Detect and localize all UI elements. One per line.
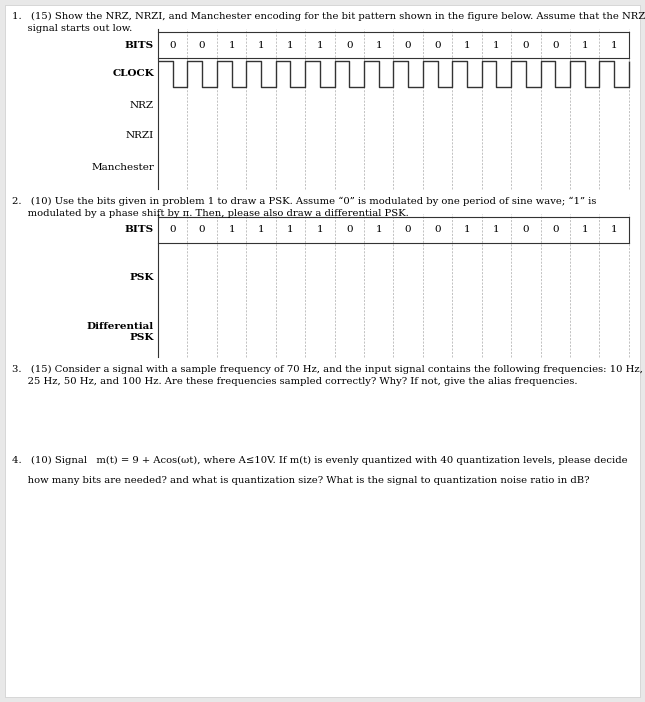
Text: Manchester: Manchester — [91, 162, 154, 171]
Text: 1: 1 — [464, 41, 470, 50]
Text: 1: 1 — [287, 225, 293, 234]
Text: 1: 1 — [228, 225, 235, 234]
Text: 3.   (15) Consider a signal with a sample frequency of 70 Hz, and the input sign: 3. (15) Consider a signal with a sample … — [12, 365, 643, 374]
Text: 1: 1 — [611, 41, 617, 50]
Text: signal starts out low.: signal starts out low. — [12, 24, 132, 33]
Text: 0: 0 — [434, 225, 441, 234]
Text: 0: 0 — [522, 41, 529, 50]
Text: 1: 1 — [317, 41, 323, 50]
Text: 2.   (10) Use the bits given in problem 1 to draw a PSK. Assume “0” is modulated: 2. (10) Use the bits given in problem 1 … — [12, 197, 597, 206]
Text: 0: 0 — [199, 225, 206, 234]
Text: 1: 1 — [493, 225, 500, 234]
Text: NRZI: NRZI — [126, 131, 154, 140]
Text: BITS: BITS — [125, 41, 154, 50]
Text: 1: 1 — [464, 225, 470, 234]
Text: 0: 0 — [522, 225, 529, 234]
Text: 1: 1 — [375, 225, 382, 234]
Text: 1: 1 — [581, 41, 588, 50]
Text: 0: 0 — [552, 41, 559, 50]
Text: modulated by a phase shift by π. Then, please also draw a differential PSK.: modulated by a phase shift by π. Then, p… — [12, 209, 409, 218]
Text: 0: 0 — [346, 225, 353, 234]
Text: 0: 0 — [170, 225, 176, 234]
Text: 1: 1 — [258, 225, 264, 234]
Text: 0: 0 — [170, 41, 176, 50]
Text: 1.   (15) Show the NRZ, NRZI, and Manchester encoding for the bit pattern shown : 1. (15) Show the NRZ, NRZI, and Manchest… — [12, 12, 645, 21]
Text: 0: 0 — [405, 41, 412, 50]
Text: 1: 1 — [375, 41, 382, 50]
Text: 1: 1 — [581, 225, 588, 234]
Text: 1: 1 — [493, 41, 500, 50]
Text: 0: 0 — [552, 225, 559, 234]
Text: BITS: BITS — [125, 225, 154, 234]
Text: 0: 0 — [199, 41, 206, 50]
FancyBboxPatch shape — [5, 5, 640, 697]
Text: how many bits are needed? and what is quantization size? What is the signal to q: how many bits are needed? and what is qu… — [12, 476, 590, 485]
Text: 1: 1 — [317, 225, 323, 234]
Text: 1: 1 — [611, 225, 617, 234]
Text: 4.   (10) Signal   m(t) = 9 + Acos(ωt), where A≤10V. If m(t) is evenly quantized: 4. (10) Signal m(t) = 9 + Acos(ωt), wher… — [12, 456, 628, 465]
Text: NRZ: NRZ — [130, 100, 154, 110]
Text: Differential
PSK: Differential PSK — [87, 322, 154, 342]
Text: 0: 0 — [346, 41, 353, 50]
Text: 1: 1 — [287, 41, 293, 50]
Text: 25 Hz, 50 Hz, and 100 Hz. Are these frequencies sampled correctly? Why? If not, : 25 Hz, 50 Hz, and 100 Hz. Are these freq… — [12, 377, 577, 386]
Text: 1: 1 — [228, 41, 235, 50]
Text: CLOCK: CLOCK — [112, 69, 154, 79]
Text: 0: 0 — [434, 41, 441, 50]
Text: PSK: PSK — [130, 272, 154, 282]
Text: 1: 1 — [258, 41, 264, 50]
Text: 0: 0 — [405, 225, 412, 234]
